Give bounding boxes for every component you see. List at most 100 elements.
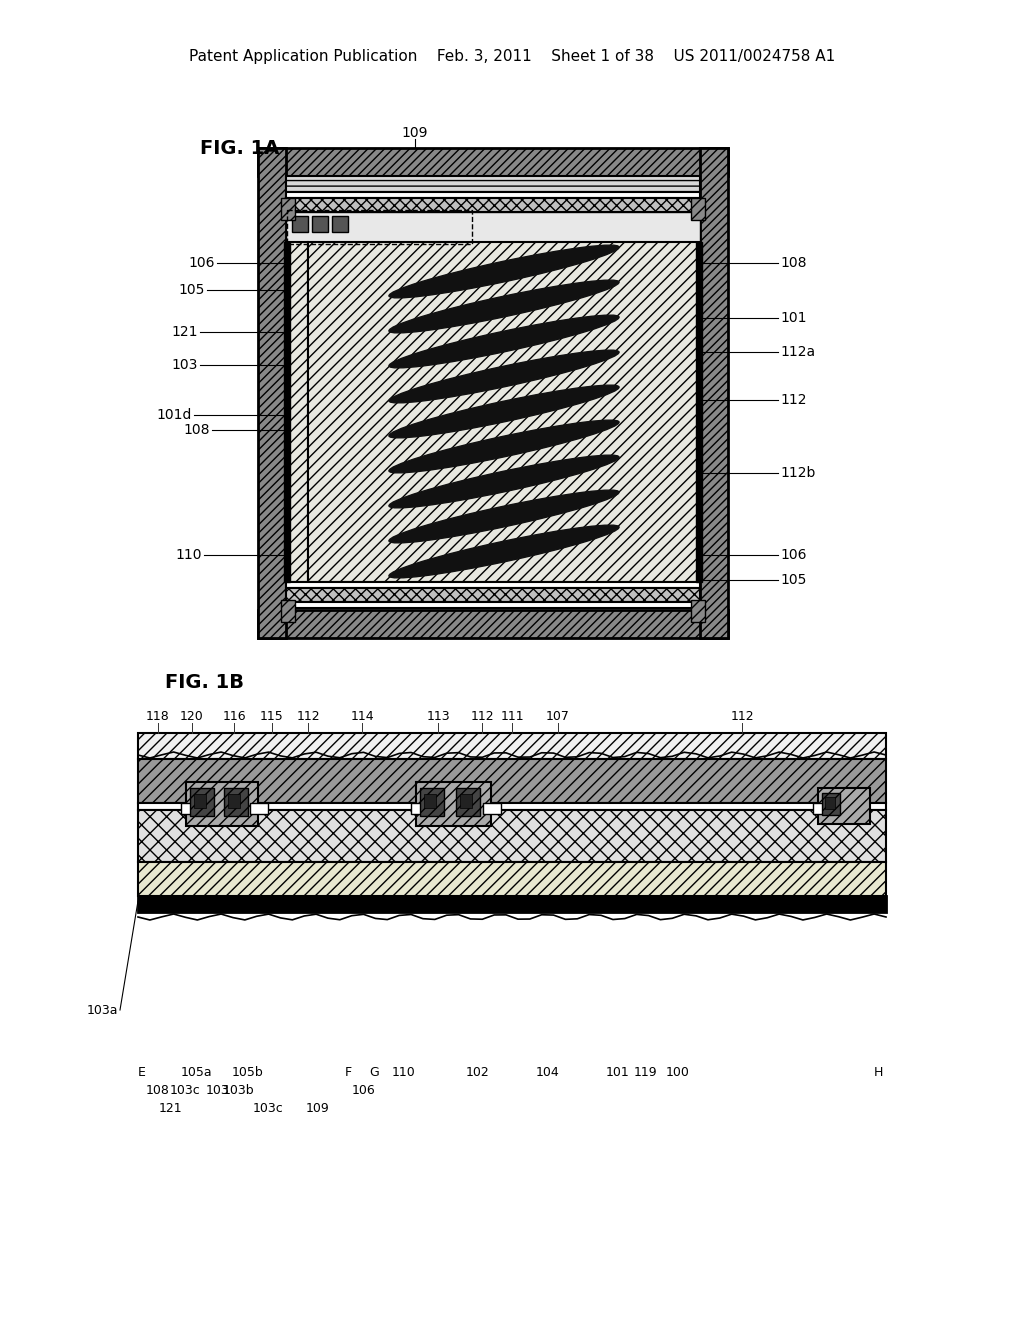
Bar bbox=[691, 198, 705, 220]
Text: 103c: 103c bbox=[253, 1101, 284, 1114]
Bar bbox=[258, 148, 728, 176]
Ellipse shape bbox=[389, 280, 620, 333]
Ellipse shape bbox=[389, 525, 620, 578]
Bar bbox=[286, 191, 700, 198]
Bar bbox=[181, 803, 199, 814]
Bar bbox=[186, 781, 258, 826]
Bar bbox=[228, 795, 240, 808]
Text: 112a: 112a bbox=[780, 345, 815, 359]
Text: 110: 110 bbox=[392, 1065, 416, 1078]
Text: 108: 108 bbox=[146, 1084, 170, 1097]
Text: 112: 112 bbox=[730, 710, 754, 723]
Text: 105: 105 bbox=[178, 282, 205, 297]
Bar bbox=[284, 242, 290, 582]
Text: 110: 110 bbox=[175, 548, 202, 562]
Bar bbox=[483, 803, 501, 814]
Bar bbox=[250, 803, 268, 814]
Text: 106: 106 bbox=[352, 1084, 376, 1097]
Text: 105a: 105a bbox=[180, 1065, 212, 1078]
Bar bbox=[138, 759, 886, 803]
Bar bbox=[308, 242, 700, 582]
Text: 111: 111 bbox=[500, 710, 524, 723]
Bar bbox=[286, 242, 308, 582]
Text: 106: 106 bbox=[188, 256, 215, 271]
Ellipse shape bbox=[389, 246, 620, 298]
Text: 114: 114 bbox=[350, 710, 374, 723]
Bar bbox=[460, 795, 472, 808]
Bar bbox=[822, 793, 840, 814]
Text: 118: 118 bbox=[146, 710, 170, 723]
Text: 103: 103 bbox=[172, 358, 198, 372]
Text: 103c: 103c bbox=[170, 1084, 201, 1097]
Text: H: H bbox=[873, 1065, 883, 1078]
Text: G: G bbox=[369, 1065, 379, 1078]
Bar bbox=[416, 781, 490, 826]
Text: 108: 108 bbox=[780, 256, 807, 271]
Text: FIG. 1B: FIG. 1B bbox=[165, 673, 244, 693]
Text: 103: 103 bbox=[206, 1084, 229, 1097]
Text: 112: 112 bbox=[780, 393, 807, 407]
Bar bbox=[691, 601, 705, 622]
Bar bbox=[456, 788, 480, 816]
Ellipse shape bbox=[389, 455, 620, 508]
Text: 121: 121 bbox=[171, 325, 198, 339]
Text: 108: 108 bbox=[183, 422, 210, 437]
Text: 100: 100 bbox=[666, 1065, 690, 1078]
Bar bbox=[258, 148, 286, 638]
Bar bbox=[138, 862, 886, 896]
Bar bbox=[286, 582, 700, 587]
Bar bbox=[138, 803, 886, 810]
Text: 112: 112 bbox=[470, 710, 494, 723]
Text: 112: 112 bbox=[296, 710, 319, 723]
Bar bbox=[312, 216, 328, 232]
Text: 105: 105 bbox=[780, 573, 806, 587]
Text: 103b: 103b bbox=[222, 1084, 254, 1097]
Bar bbox=[190, 788, 214, 816]
Text: 115: 115 bbox=[260, 710, 284, 723]
Text: 101: 101 bbox=[606, 1065, 630, 1078]
Bar bbox=[700, 148, 728, 638]
Bar bbox=[281, 198, 295, 220]
Bar bbox=[258, 610, 728, 638]
Bar bbox=[281, 601, 295, 622]
Text: 112b: 112b bbox=[780, 466, 815, 480]
Text: FIG. 1A: FIG. 1A bbox=[200, 139, 280, 157]
Bar bbox=[286, 198, 700, 213]
Bar bbox=[286, 587, 700, 602]
Text: 104: 104 bbox=[537, 1065, 560, 1078]
Bar bbox=[332, 216, 348, 232]
Bar bbox=[138, 733, 886, 759]
Bar bbox=[138, 896, 886, 912]
Text: 105b: 105b bbox=[232, 1065, 264, 1078]
Bar bbox=[286, 602, 700, 609]
Text: 103a: 103a bbox=[86, 1003, 118, 1016]
Text: 106: 106 bbox=[780, 548, 807, 562]
Bar bbox=[292, 216, 308, 232]
Ellipse shape bbox=[389, 490, 620, 543]
Bar bbox=[287, 210, 472, 244]
Bar bbox=[420, 788, 444, 816]
Bar bbox=[411, 803, 429, 814]
Text: 119: 119 bbox=[633, 1065, 656, 1078]
Bar bbox=[286, 213, 700, 242]
Text: 101d: 101d bbox=[157, 408, 193, 422]
Text: 109: 109 bbox=[306, 1101, 330, 1114]
Text: F: F bbox=[344, 1065, 351, 1078]
Bar bbox=[825, 797, 835, 809]
Text: 101: 101 bbox=[780, 312, 807, 325]
Text: 102: 102 bbox=[466, 1065, 489, 1078]
Bar bbox=[286, 176, 700, 191]
Text: 113: 113 bbox=[426, 710, 450, 723]
Bar bbox=[424, 795, 436, 808]
Text: 121: 121 bbox=[158, 1101, 182, 1114]
Ellipse shape bbox=[389, 385, 620, 438]
Text: Patent Application Publication    Feb. 3, 2011    Sheet 1 of 38    US 2011/00247: Patent Application Publication Feb. 3, 2… bbox=[188, 49, 836, 63]
Bar bbox=[696, 242, 702, 582]
Ellipse shape bbox=[389, 315, 620, 368]
Text: 109: 109 bbox=[401, 125, 428, 140]
Text: 107: 107 bbox=[546, 710, 570, 723]
Ellipse shape bbox=[389, 350, 620, 403]
Bar bbox=[138, 810, 886, 862]
Text: 116: 116 bbox=[222, 710, 246, 723]
Bar bbox=[813, 803, 831, 814]
